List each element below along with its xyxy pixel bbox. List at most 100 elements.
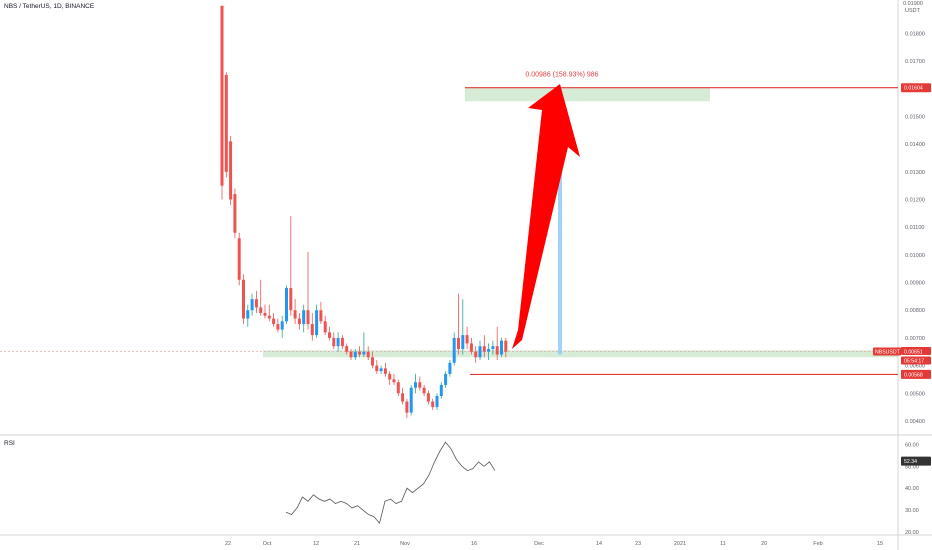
- candle-body: [396, 382, 400, 394]
- time-tick-label: 20: [761, 541, 767, 547]
- candle-body: [414, 382, 417, 388]
- candle-body: [422, 387, 426, 394]
- time-axis-ticks: 22 Oct 12 21 Nov 16 Dec 14 23 2021 11 20 Feb 15: [225, 541, 883, 547]
- candle-body: [383, 368, 387, 374]
- price-tick-label: 0.01000: [905, 253, 925, 259]
- price-tick-label: 0.01200: [905, 198, 925, 204]
- time-tick-label: Dec: [534, 541, 544, 547]
- candle-body: [233, 193, 237, 233]
- candle-body: [465, 335, 469, 344]
- candle-body: [306, 310, 310, 325]
- time-tick-label: 2021: [674, 541, 686, 547]
- candle-body: [439, 384, 443, 397]
- time-tick-label: 15: [877, 541, 883, 547]
- rsi-title: RSI: [4, 440, 15, 447]
- stop-price-badge: 0.00568: [901, 369, 931, 379]
- candle-body: [345, 346, 349, 352]
- candle-body: [293, 310, 297, 319]
- candle-body: [444, 373, 448, 385]
- price-tick-label: 0.01300: [905, 170, 925, 176]
- candle-body: [250, 299, 254, 311]
- candle-body: [280, 321, 284, 330]
- rsi-tick-label: 30.00: [905, 508, 919, 514]
- chart-title: NBS / TetherUS, 1D, BINANCE: [4, 3, 95, 10]
- time-tick-label: 16: [471, 541, 477, 547]
- price-tick-label: 0.01800: [905, 31, 925, 37]
- price-tick-label: 0.00700: [905, 336, 925, 342]
- rsi-value-label: 52.34: [904, 459, 917, 465]
- candle-body: [426, 393, 430, 402]
- time-tick-label: Nov: [400, 541, 410, 547]
- candle-body: [435, 396, 439, 408]
- candle-body: [405, 401, 409, 413]
- time-tick-label: Feb: [813, 541, 822, 547]
- rsi-line: [285, 441, 496, 525]
- price-axis-unit: USDT: [905, 8, 921, 14]
- target-zone: [465, 87, 710, 102]
- candle-body: [289, 288, 293, 311]
- support-zone: [263, 350, 898, 358]
- candle-body: [388, 373, 392, 380]
- candle-body: [242, 279, 245, 319]
- candle-body: [276, 324, 280, 330]
- candle-body: [237, 238, 241, 280]
- rsi-axis-ticks: 60.00 50.00 40.00 30.00 20.00: [905, 442, 919, 536]
- candle-body: [336, 337, 340, 347]
- measure-annotation: 0.00986 (158.93%) 986: [525, 72, 598, 79]
- price-tick-label: 0.01400: [905, 142, 925, 148]
- rsi-tick-label: 60.00: [905, 442, 919, 448]
- candle-body: [448, 362, 452, 374]
- candle-body: [263, 312, 267, 316]
- price-tick-label: 0.00900: [905, 281, 925, 287]
- time-tick-label: Oct: [263, 541, 272, 547]
- up-arrow-icon[interactable]: [512, 84, 580, 349]
- candle-body: [482, 346, 486, 352]
- candle-body: [469, 343, 473, 352]
- candle-body: [220, 5, 224, 186]
- price-tick-label: 0.00600: [905, 364, 925, 370]
- time-tick-label: 11: [720, 541, 726, 547]
- candle-body: [349, 351, 353, 358]
- price-tick-label: 0.00800: [905, 308, 925, 314]
- candle-body: [310, 324, 314, 336]
- price-tick-label: 0.00500: [905, 391, 925, 397]
- candle-body: [401, 393, 405, 402]
- candle-body: [478, 346, 482, 358]
- price-tick-label: 0.01100: [905, 225, 924, 231]
- measure-bar[interactable]: [558, 87, 562, 355]
- candle-body: [340, 337, 344, 347]
- time-tick-label: 21: [354, 541, 360, 547]
- rsi-tick-label: 40.00: [905, 486, 919, 492]
- candle-body: [366, 351, 370, 358]
- candle-body: [358, 351, 362, 355]
- candle-body: [229, 141, 233, 200]
- current-price-badge: NBSUSDT 0.00651 05:54:17: [873, 346, 931, 365]
- candle-body: [409, 387, 413, 413]
- candle-body: [487, 348, 491, 352]
- price-tick-partial: 0.01900: [903, 1, 923, 7]
- rsi-value-badge: 52.34: [901, 456, 931, 466]
- countdown-label: 05:54:17: [904, 358, 924, 364]
- candle-body: [328, 332, 331, 338]
- time-tick-label: 14: [596, 541, 602, 547]
- candle-body: [302, 310, 306, 325]
- target-price-badge: 0.01604: [901, 83, 931, 93]
- candle-body: [392, 379, 396, 383]
- candle-body: [431, 401, 435, 408]
- price-tick-label: 0.01500: [905, 114, 925, 120]
- candle-body: [500, 340, 503, 355]
- candle-body: [353, 351, 357, 358]
- candle-body: [474, 351, 478, 358]
- candle-body: [375, 365, 379, 372]
- candle-body: [491, 346, 495, 349]
- price-tick-label: 0.00400: [905, 419, 925, 425]
- candle-body: [285, 288, 288, 322]
- time-tick-label: 22: [225, 541, 231, 547]
- candle-body: [362, 351, 366, 355]
- candle-body: [461, 335, 465, 349]
- candle-body: [267, 315, 271, 319]
- rsi-tick-label: 20.00: [905, 530, 919, 536]
- candle-body: [371, 357, 374, 366]
- symbol-label: NBSUSDT: [875, 349, 901, 355]
